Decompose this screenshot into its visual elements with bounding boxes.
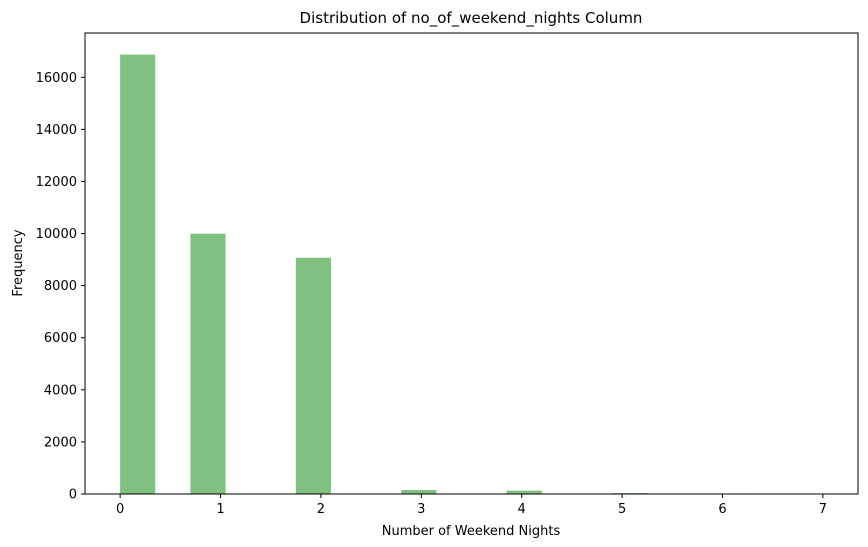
y-axis: 0 2000 4000 6000 8000 10000 12000 14000 16000 [36,71,85,503]
y-tick-label: 4000 [44,383,77,398]
histogram-bar [295,257,331,494]
y-tick-label: 0 [69,488,77,503]
histogram-bar [120,54,156,494]
y-tick-label: 14000 [36,123,77,138]
histogram-bar [190,233,226,494]
x-tick-label: 3 [417,502,425,517]
x-axis: 0 1 2 3 4 5 6 7 [116,494,827,517]
y-tick-label: 2000 [44,435,77,450]
chart-title: Distribution of no_of_weekend_nights Col… [300,9,643,28]
x-tick-label: 1 [216,502,224,517]
plot-frame [84,32,859,495]
x-tick-label: 6 [718,502,726,517]
histogram-bar [401,490,437,494]
y-tick-label: 12000 [36,175,77,190]
x-axis-label: Number of Weekend Nights [382,524,561,539]
y-tick-label: 16000 [36,71,77,86]
x-tick-label: 4 [518,502,526,517]
y-tick-label: 8000 [44,279,77,294]
y-tick-label: 6000 [44,331,77,346]
x-tick-label: 5 [618,502,626,517]
histogram-bar [506,490,542,494]
y-tick-label: 10000 [36,227,77,242]
x-tick-label: 0 [116,502,124,517]
y-axis-label: Frequency [11,229,26,296]
x-tick-label: 2 [317,502,325,517]
bars-group [120,54,858,494]
x-tick-label: 7 [819,502,827,517]
